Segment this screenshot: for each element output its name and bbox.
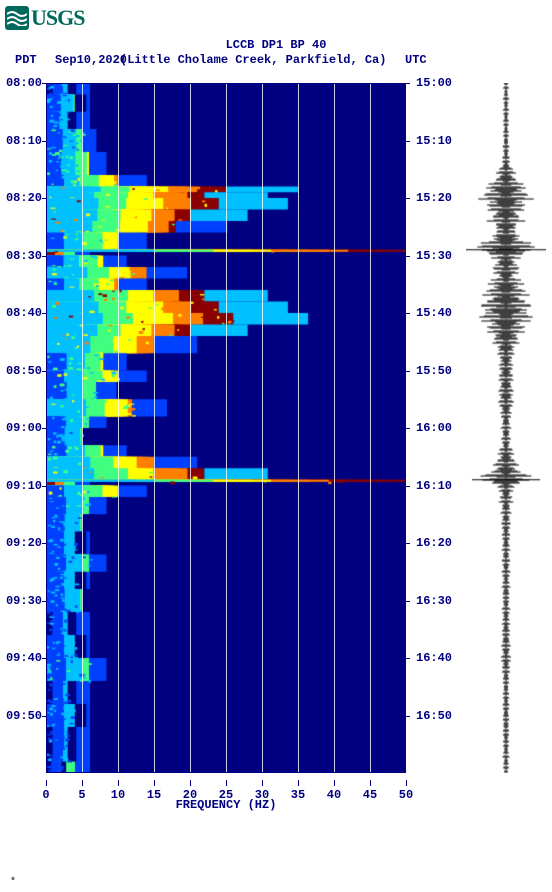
usgs-wave-icon [5, 6, 29, 30]
y-tick-left: 09:20 [6, 536, 42, 550]
y-tick-left: 09:50 [6, 709, 42, 723]
waveform-panel [466, 83, 546, 773]
y-tick-left: 08:30 [6, 249, 42, 263]
y-tick-left: 08:20 [6, 191, 42, 205]
y-tick-right: 15:20 [416, 191, 452, 205]
y-tick-left: 08:00 [6, 76, 42, 90]
y-tick-right: 16:50 [416, 709, 452, 723]
y-tick-right: 15:10 [416, 134, 452, 148]
y-tick-left: 09:40 [6, 651, 42, 665]
y-axis-right: 15:0015:1015:2015:3015:4015:5016:0016:10… [406, 83, 466, 773]
y-tick-right: 16:40 [416, 651, 452, 665]
waveform-canvas [466, 83, 546, 773]
tz-left-label: PDT [15, 53, 37, 67]
chart-title: LCCB DP1 BP 40 [0, 38, 552, 52]
date-label: Sep10,2020 [55, 53, 127, 67]
y-tick-right: 16:30 [416, 594, 452, 608]
y-axis-left: 08:0008:1008:2008:3008:4008:5009:0009:10… [0, 83, 46, 773]
y-tick-left: 08:40 [6, 306, 42, 320]
x-axis-title: FREQUENCY (HZ) [46, 798, 406, 812]
spectrogram-chart [46, 83, 406, 773]
y-tick-left: 09:10 [6, 479, 42, 493]
y-tick-left: 08:10 [6, 134, 42, 148]
y-tick-right: 15:50 [416, 364, 452, 378]
usgs-logo-text: USGS [31, 5, 84, 31]
y-tick-left: 09:00 [6, 421, 42, 435]
y-tick-right: 16:20 [416, 536, 452, 550]
y-tick-left: 09:30 [6, 594, 42, 608]
tz-right-label: UTC [405, 53, 427, 67]
y-tick-right: 16:00 [416, 421, 452, 435]
y-tick-right: 15:30 [416, 249, 452, 263]
y-tick-right: 15:00 [416, 76, 452, 90]
y-tick-left: 08:50 [6, 364, 42, 378]
usgs-logo: USGS [5, 5, 84, 31]
location-label: (Little Cholame Creek, Parkfield, Ca) [120, 53, 386, 67]
y-tick-right: 16:10 [416, 479, 452, 493]
footer-mark: * [10, 877, 16, 888]
y-tick-right: 15:40 [416, 306, 452, 320]
